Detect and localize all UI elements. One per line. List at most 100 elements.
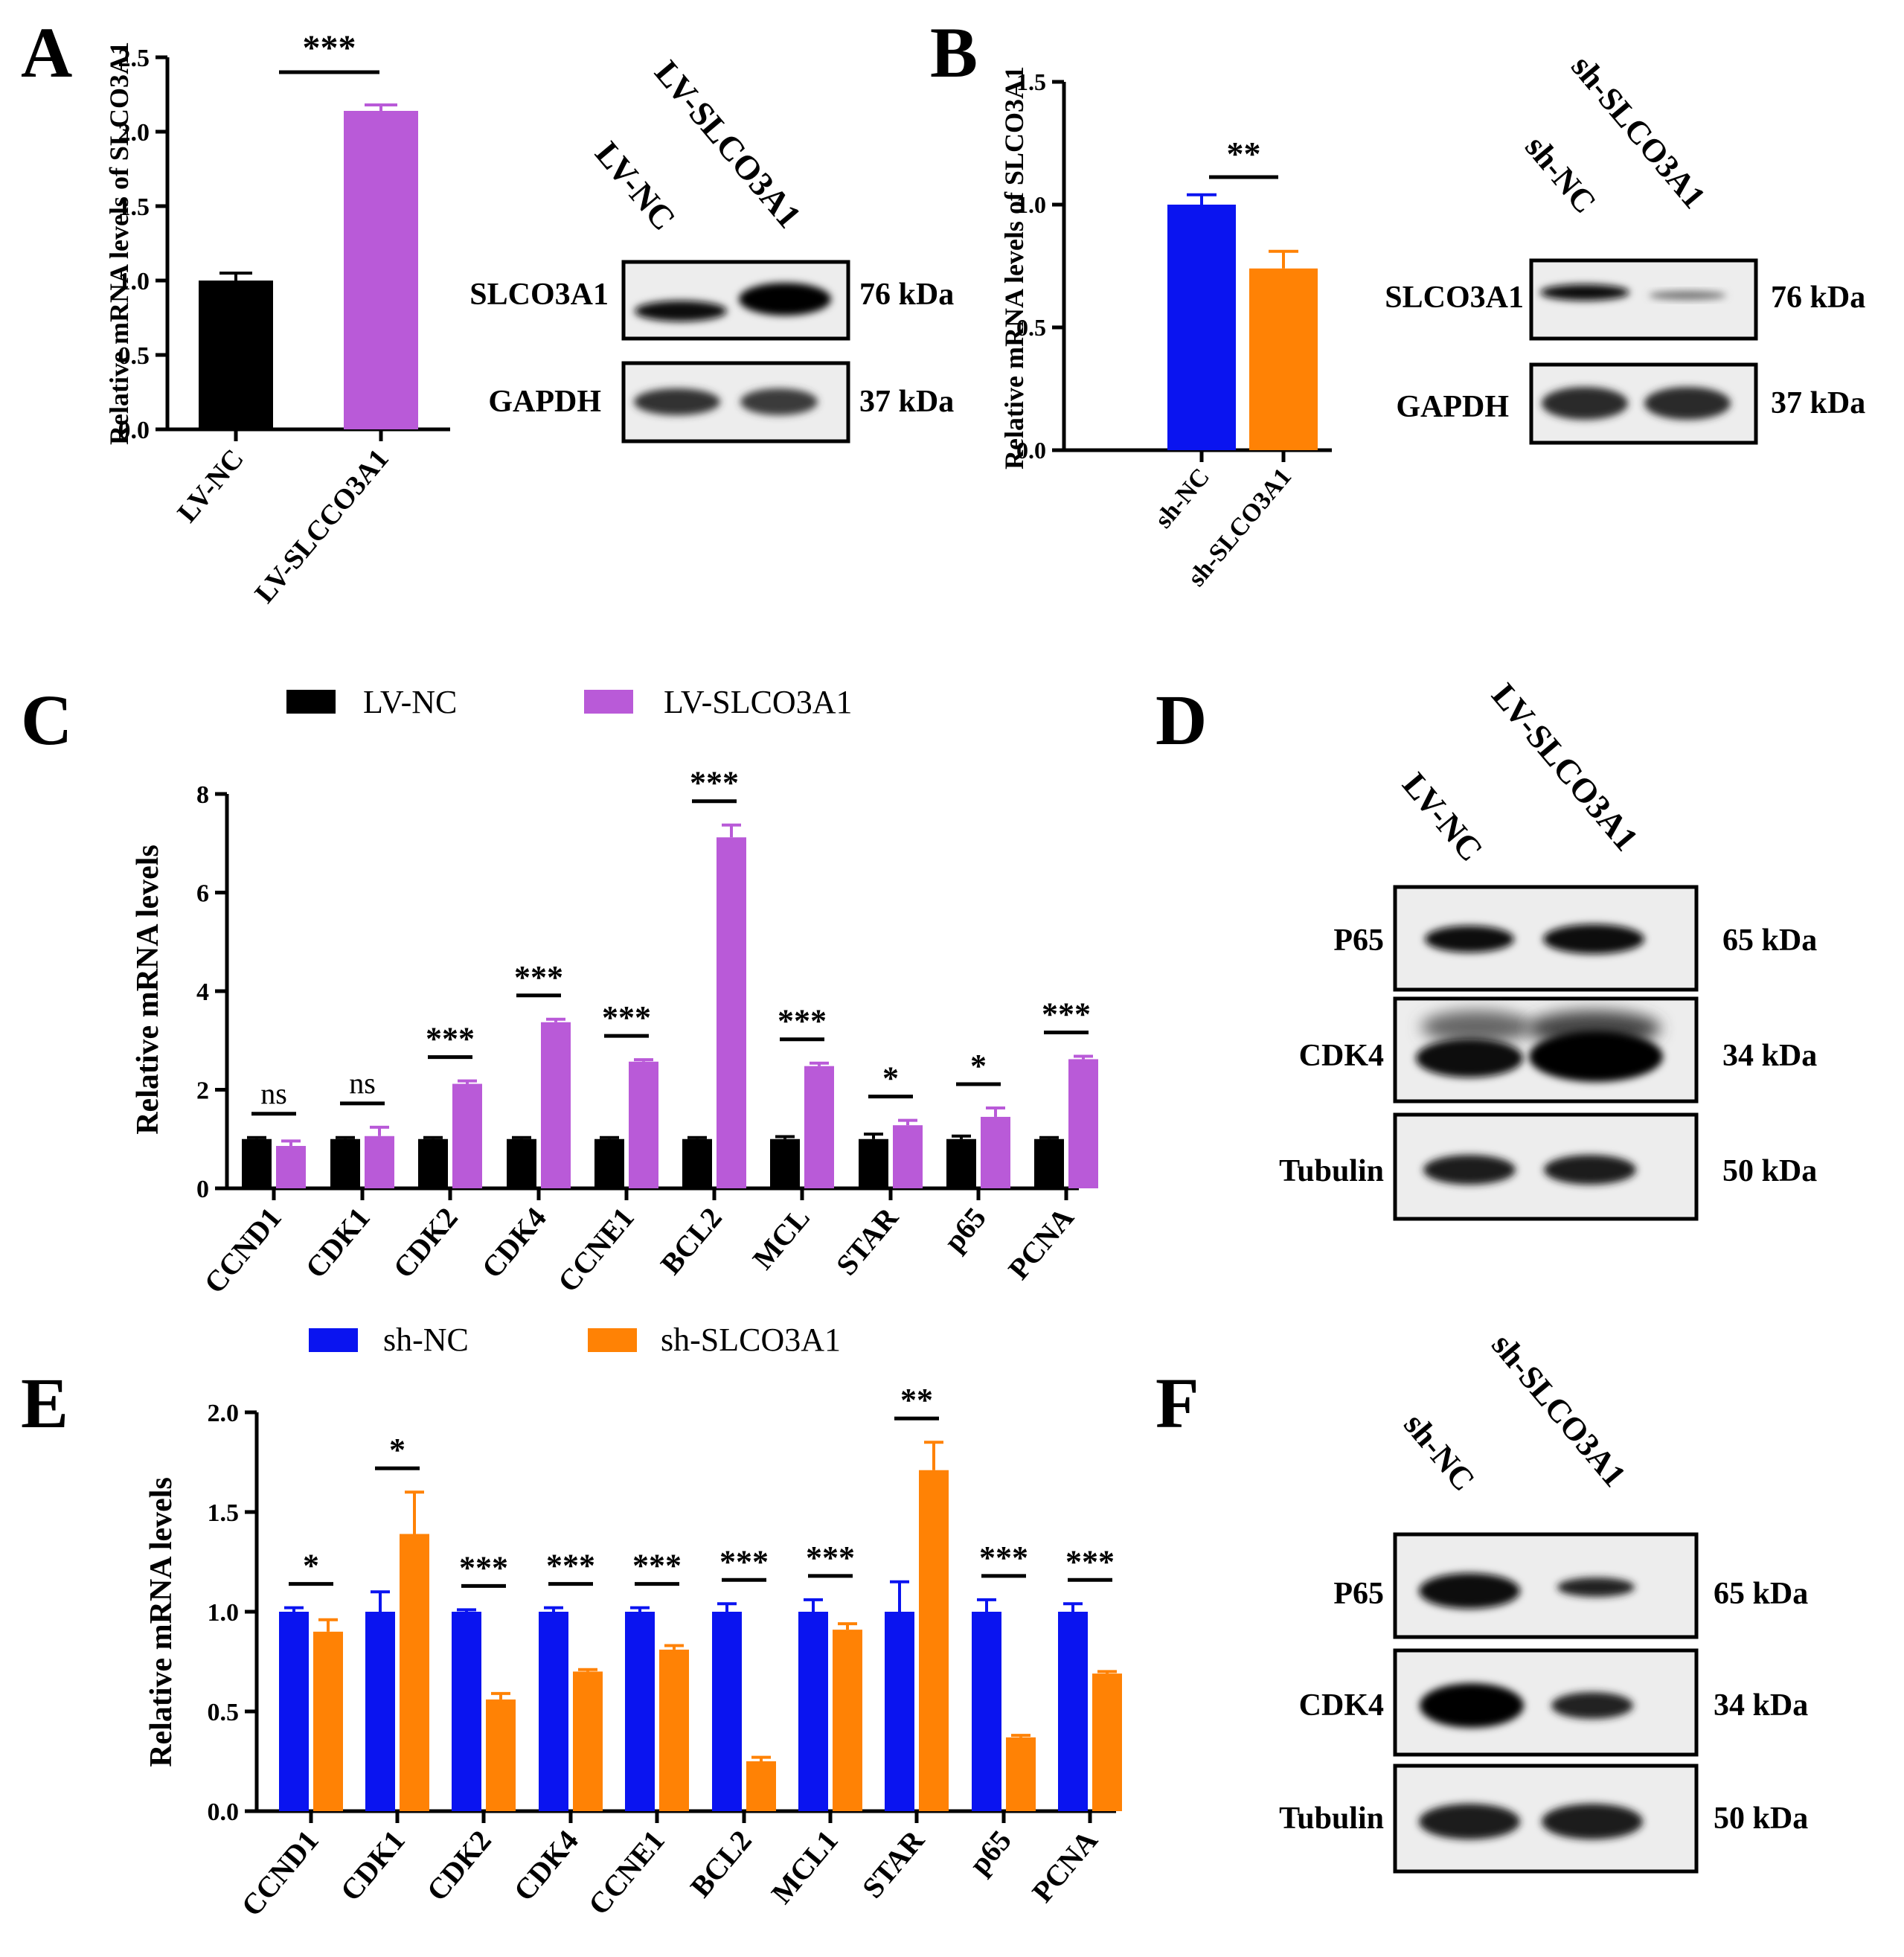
blot-a-band-1-1 (635, 301, 727, 321)
legend-label-lv-slco3a1: LV-SLCO3A1 (664, 684, 852, 720)
blot-d-band-2-2 (1529, 1031, 1663, 1082)
blot-f-kda-2: 34 kDa (1714, 1688, 1808, 1723)
blot-d-band-2-1 (1416, 1039, 1523, 1077)
chart-a-category-label: LV-NC (171, 443, 249, 528)
blot-f-band-2-1 (1420, 1683, 1524, 1728)
chart-c-category-label: CDK1 (298, 1201, 376, 1284)
blot-a-kda-2: 37 kDa (859, 385, 954, 419)
blot-d-band-3-2 (1544, 1155, 1636, 1185)
chart-c-sig-label: *** (1042, 996, 1091, 1032)
chart-e-category-label: CDK2 (420, 1824, 497, 1907)
chart-e-sig-label: *** (459, 1549, 508, 1586)
chart-e-bar-sh-nc (452, 1612, 481, 1811)
chart-e-category-label: BCL2 (684, 1824, 758, 1903)
chart-c: 0 2 4 6 8 Relative mRNA levels CCND1 CDK1 CDK2 CD… (131, 765, 1098, 1300)
chart-c-bar-lv-slco3a1 (804, 1066, 834, 1188)
blot-d-kda-3: 50 kDa (1722, 1154, 1817, 1188)
blot-d-row-label-1: P65 (1333, 923, 1384, 958)
chart-a-ytick-label: 2.0 (118, 119, 150, 147)
chart-c-category-label: PCNA (1001, 1201, 1080, 1286)
western-blot-b: sh-NC sh-SLCO3A1 SLCO3A1 76 kDa GAPDH 37… (1385, 48, 1865, 445)
chart-c-category-label: STAR (830, 1200, 905, 1281)
chart-e-sig-label: *** (719, 1543, 769, 1580)
chart-e-bar-sh-slco3a1 (919, 1470, 949, 1811)
chart-e-sig-label: *** (632, 1548, 682, 1584)
blot-b-band-2-2 (1644, 387, 1731, 420)
panel-letter-e: E (21, 1363, 68, 1443)
chart-c-bar-lv-nc (946, 1138, 976, 1188)
chart-c-bar-lv-slco3a1 (1068, 1059, 1098, 1188)
chart-b-ytick-label: 1.5 (1016, 68, 1046, 95)
chart-a-ytick-label: 2.5 (118, 45, 150, 72)
western-blot-f: sh-NC sh-SLCO3A1 P65 65 kDa CDK4 34 kDa … (1279, 1327, 1808, 1874)
blot-d-lane-label-2: LV-SLCO3A1 (1484, 676, 1646, 858)
chart-c-category-label: CCND1 (197, 1201, 288, 1300)
blot-d-row-label-3: Tubulin (1279, 1154, 1384, 1188)
legend-label-lv-nc: LV-NC (363, 684, 457, 720)
chart-e-bar-sh-slco3a1 (1092, 1673, 1122, 1811)
chart-e-sig-label: *** (546, 1548, 595, 1584)
chart-e: 0.0 0.5 1.0 1.5 2.0 Relative mRNA levels CCND1… (144, 1382, 1122, 1923)
chart-b-ytick-label: 1.0 (1016, 191, 1046, 218)
blot-f-row-label-2: CDK4 (1299, 1688, 1384, 1723)
blot-d-kda-2: 34 kDa (1722, 1039, 1817, 1073)
blot-a-lane-label-1: LV-NC (588, 135, 683, 238)
blot-f-band-3-2 (1542, 1804, 1643, 1839)
blot-a-row-label-1: SLCO3A1 (469, 278, 609, 312)
chart-c-sig-label: *** (426, 1021, 475, 1057)
chart-e-bar-sh-nc (279, 1612, 309, 1811)
blot-b-row-label-1: SLCO3A1 (1385, 281, 1524, 315)
legend-swatch-sh-slco3a1 (588, 1328, 637, 1352)
chart-c-bar-lv-nc (1034, 1138, 1064, 1188)
panel-letter-b: B (930, 13, 978, 92)
chart-e-bar-sh-slco3a1 (833, 1630, 862, 1811)
chart-c-bar-lv-nc (330, 1138, 360, 1188)
chart-e-bar-sh-nc (712, 1612, 742, 1811)
blot-b-row-label-2: GAPDH (1396, 390, 1509, 424)
chart-c-sig-label: ns (260, 1077, 287, 1110)
chart-e-ytick-label: 2.0 (208, 1400, 240, 1427)
legend-swatch-lv-nc (286, 690, 336, 714)
chart-e-bar-sh-nc (625, 1612, 655, 1811)
blot-f-kda-3: 50 kDa (1714, 1801, 1808, 1836)
chart-b-ytick-label: 0.5 (1016, 314, 1046, 341)
chart-a-ylabel: Relative mRNA levels of SLCO3A1 (104, 42, 134, 445)
chart-e-category-label: STAR (856, 1823, 932, 1904)
chart-c-bar-lv-slco3a1 (365, 1136, 394, 1188)
chart-e-bar-sh-slco3a1 (573, 1671, 603, 1811)
blot-f-band-1-1 (1419, 1573, 1520, 1609)
chart-c-category-label: CDK4 (475, 1201, 552, 1284)
chart-e-ylabel: Relative mRNA levels (144, 1477, 179, 1767)
chart-c-bar-lv-slco3a1 (276, 1146, 306, 1188)
chart-c-sig-label: ns (349, 1066, 376, 1100)
chart-a-ytick-label: 0.5 (118, 342, 150, 370)
legend-swatch-sh-nc (309, 1328, 358, 1352)
chart-b-category-label: sh-NC (1150, 463, 1215, 534)
chart-e-ytick-label: 0.0 (208, 1799, 240, 1826)
blot-b-kda-1: 76 kDa (1771, 281, 1865, 315)
chart-e-bar-sh-slco3a1 (400, 1534, 429, 1811)
chart-a-category-label: LV-SLCCO3A1 (249, 443, 394, 609)
blot-a-row-label-2: GAPDH (488, 385, 601, 419)
chart-e-bar-sh-nc (365, 1612, 395, 1811)
chart-e-bar-sh-slco3a1 (1006, 1737, 1036, 1811)
chart-e-bar-sh-nc (972, 1612, 1001, 1811)
blot-d-row-label-2: CDK4 (1299, 1039, 1384, 1073)
chart-c-bar-lv-slco3a1 (717, 837, 746, 1188)
chart-e-sig-label: ** (900, 1382, 933, 1418)
chart-c-ylabel: Relative mRNA levels (131, 845, 165, 1135)
chart-e-ytick-label: 0.5 (208, 1699, 240, 1726)
chart-e-sig-label: * (303, 1548, 319, 1584)
chart-c-sig-label: *** (690, 765, 739, 801)
chart-b-bar (1249, 268, 1318, 450)
chart-c-ytick-label: 2 (196, 1077, 209, 1104)
chart-e-sig-label: *** (1065, 1543, 1115, 1580)
chart-c-ytick-label: 6 (196, 880, 209, 907)
chart-e-bar-sh-slco3a1 (486, 1699, 516, 1811)
chart-e-category-label: MCL1 (765, 1824, 844, 1910)
chart-e-ytick-label: 1.0 (208, 1599, 240, 1627)
chart-c-bar-lv-slco3a1 (893, 1125, 923, 1188)
chart-e-category-label: PCNA (1025, 1824, 1104, 1909)
panel-letter-a: A (21, 13, 72, 92)
blot-b-lane-label-1: sh-NC (1518, 129, 1603, 220)
